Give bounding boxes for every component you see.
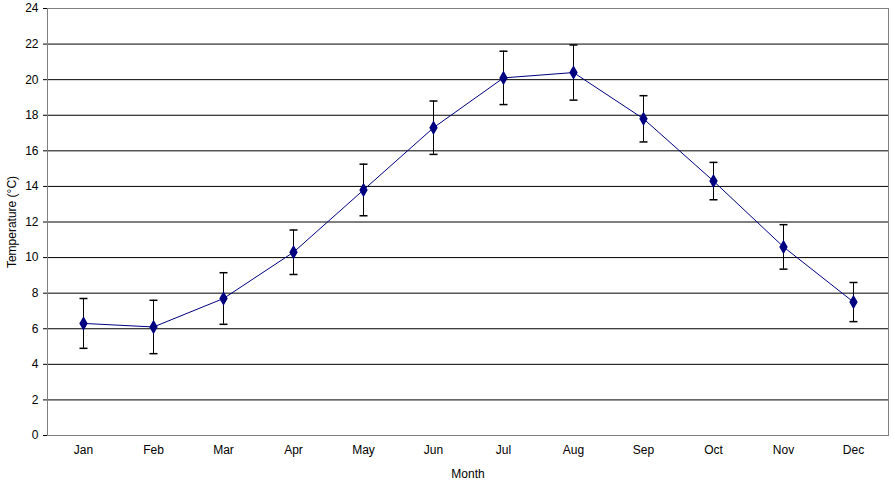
svg-text:Dec: Dec bbox=[843, 443, 864, 457]
svg-text:Apr: Apr bbox=[284, 443, 303, 457]
svg-text:Aug: Aug bbox=[563, 443, 584, 457]
svg-text:Jul: Jul bbox=[496, 443, 511, 457]
svg-text:2: 2 bbox=[32, 393, 39, 407]
svg-text:18: 18 bbox=[25, 108, 39, 122]
svg-text:14: 14 bbox=[25, 179, 39, 193]
svg-text:Nov: Nov bbox=[773, 443, 794, 457]
svg-text:4: 4 bbox=[32, 357, 39, 371]
svg-text:Temperature (°C): Temperature (°C) bbox=[5, 176, 19, 268]
svg-text:24: 24 bbox=[25, 1, 39, 15]
svg-text:May: May bbox=[352, 443, 375, 457]
svg-text:Mar: Mar bbox=[213, 443, 234, 457]
svg-text:Jun: Jun bbox=[424, 443, 443, 457]
svg-text:Feb: Feb bbox=[143, 443, 164, 457]
svg-text:10: 10 bbox=[25, 250, 39, 264]
svg-text:Month: Month bbox=[451, 467, 484, 481]
svg-text:Oct: Oct bbox=[704, 443, 723, 457]
svg-text:20: 20 bbox=[25, 73, 39, 87]
svg-text:8: 8 bbox=[32, 286, 39, 300]
svg-text:22: 22 bbox=[25, 37, 39, 51]
svg-text:0: 0 bbox=[32, 428, 39, 442]
svg-text:16: 16 bbox=[25, 144, 39, 158]
svg-text:6: 6 bbox=[32, 322, 39, 336]
svg-text:Sep: Sep bbox=[633, 443, 655, 457]
svg-text:12: 12 bbox=[25, 215, 39, 229]
svg-text:Jan: Jan bbox=[74, 443, 93, 457]
